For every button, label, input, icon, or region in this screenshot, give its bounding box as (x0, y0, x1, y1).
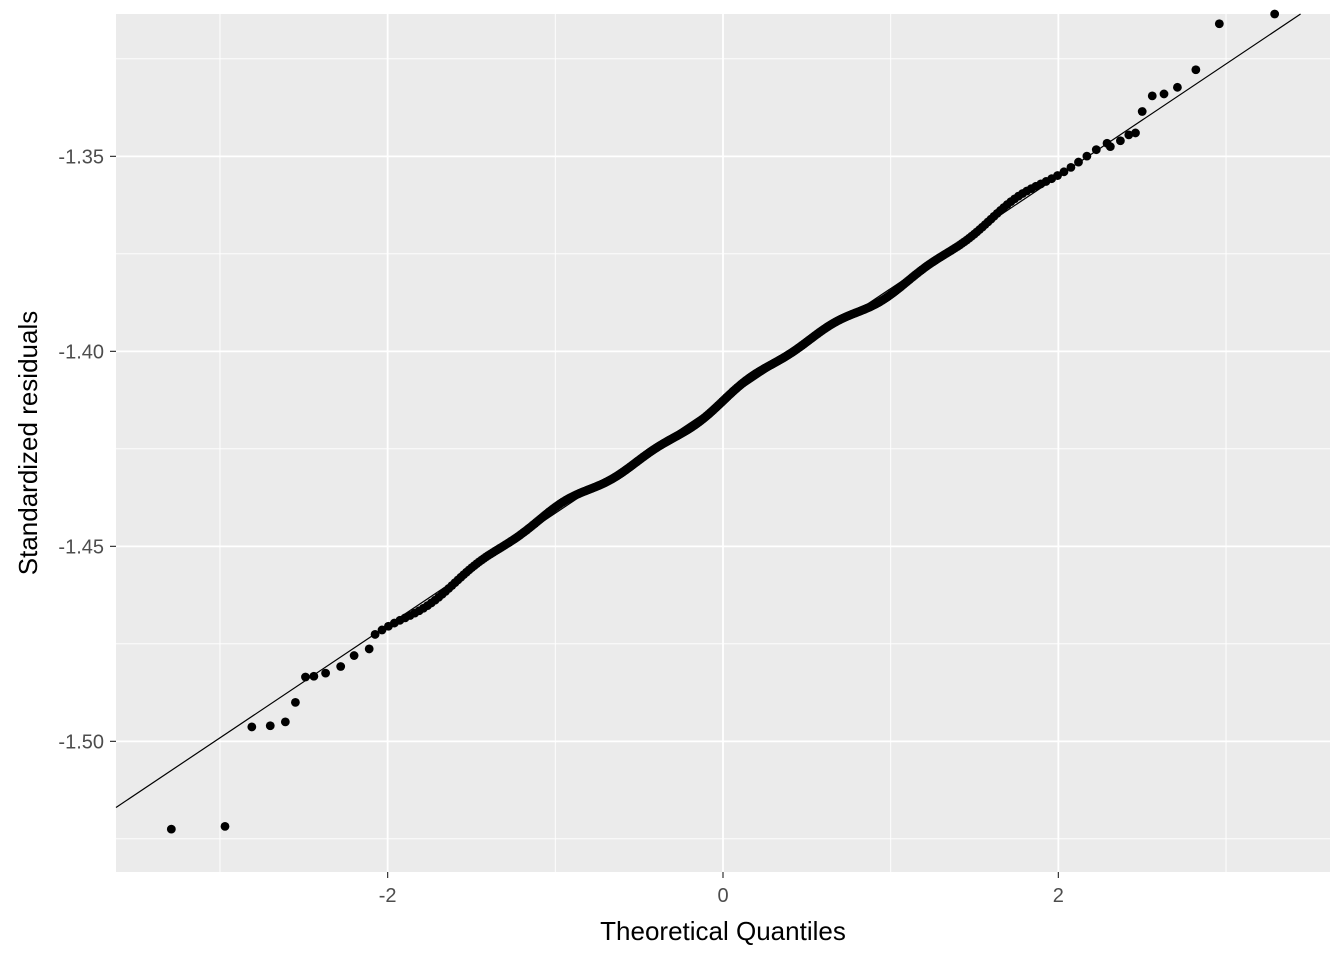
qq-point (1191, 65, 1201, 75)
qq-point (336, 662, 346, 671)
y-tick-label: -1.40 (58, 341, 104, 363)
qq-point (1124, 130, 1134, 140)
qq-point (247, 722, 257, 732)
qq-point (1131, 128, 1140, 138)
qq-point (291, 697, 300, 707)
major-gridlines (116, 14, 1330, 872)
x-axis-ticks: -2 0 2 (379, 872, 1064, 907)
qq-point (166, 824, 176, 834)
qq-point (1173, 82, 1182, 92)
x-axis-title: Theoretical Quantiles (600, 916, 846, 946)
y-tick-label: -1.50 (58, 731, 104, 753)
qq-point (220, 821, 230, 831)
qq-point (364, 644, 374, 654)
y-axis-title: Standardized residuals (13, 311, 43, 576)
qq-point (1105, 142, 1115, 152)
qq-point (280, 717, 290, 727)
y-tick-label: -1.45 (58, 536, 104, 558)
y-axis-ticks: -1.35 -1.40 -1.45 -1.50 (58, 146, 116, 753)
qq-point (1270, 9, 1280, 19)
qq-point (349, 651, 359, 660)
qq-point (1116, 136, 1125, 146)
qq-point (1137, 107, 1147, 116)
qq-reference-line (115, 13, 1301, 808)
x-tick-label: 2 (1053, 885, 1064, 907)
qq-point (1214, 19, 1224, 29)
y-tick-label: -1.35 (58, 146, 104, 168)
qq-point (1147, 91, 1157, 101)
x-tick-label: 0 (717, 885, 728, 907)
qq-point (1159, 89, 1169, 99)
x-tick-label: -2 (379, 885, 397, 907)
qq-point (321, 668, 330, 678)
qq-point (265, 721, 275, 731)
